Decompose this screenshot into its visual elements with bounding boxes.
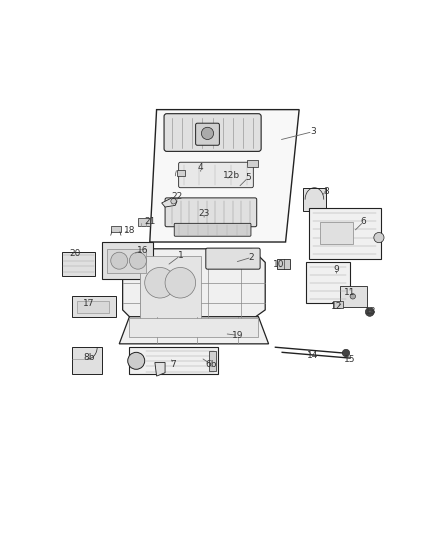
Text: 6b: 6b bbox=[205, 360, 217, 369]
Text: 6: 6 bbox=[361, 217, 367, 226]
Text: 7: 7 bbox=[171, 360, 177, 369]
Text: 23: 23 bbox=[198, 208, 210, 217]
Text: 2: 2 bbox=[249, 253, 254, 262]
Text: 1: 1 bbox=[177, 251, 183, 260]
Circle shape bbox=[374, 232, 384, 243]
Polygon shape bbox=[61, 252, 95, 276]
Circle shape bbox=[342, 349, 350, 357]
Circle shape bbox=[111, 252, 128, 269]
Polygon shape bbox=[162, 198, 177, 207]
Text: 11: 11 bbox=[344, 288, 356, 297]
Text: 10: 10 bbox=[273, 260, 285, 269]
Bar bbox=[177, 169, 185, 176]
Circle shape bbox=[171, 199, 176, 204]
Text: 17: 17 bbox=[83, 298, 95, 308]
Bar bbox=[247, 160, 258, 167]
Bar bbox=[111, 225, 121, 232]
FancyBboxPatch shape bbox=[179, 162, 253, 188]
Circle shape bbox=[350, 294, 356, 299]
FancyBboxPatch shape bbox=[164, 114, 261, 151]
Bar bbox=[333, 302, 343, 308]
Polygon shape bbox=[303, 188, 326, 212]
FancyBboxPatch shape bbox=[174, 223, 251, 236]
Text: 14: 14 bbox=[307, 351, 318, 360]
Text: 4: 4 bbox=[198, 163, 204, 172]
Circle shape bbox=[201, 127, 214, 140]
Circle shape bbox=[128, 352, 145, 369]
Text: 13: 13 bbox=[365, 307, 376, 316]
Bar bbox=[130, 318, 258, 337]
Bar bbox=[107, 249, 146, 272]
Polygon shape bbox=[150, 110, 299, 242]
Text: 22: 22 bbox=[171, 192, 183, 201]
Text: 16: 16 bbox=[137, 246, 149, 255]
Bar bbox=[138, 218, 150, 225]
Text: 12: 12 bbox=[331, 302, 342, 311]
Text: 20: 20 bbox=[70, 249, 81, 259]
Text: 21: 21 bbox=[144, 217, 155, 226]
Text: 5: 5 bbox=[245, 173, 251, 182]
Polygon shape bbox=[340, 286, 367, 306]
Polygon shape bbox=[72, 296, 116, 317]
Circle shape bbox=[129, 252, 146, 269]
FancyBboxPatch shape bbox=[196, 123, 219, 146]
Text: 18: 18 bbox=[124, 225, 135, 235]
Circle shape bbox=[145, 268, 175, 298]
Text: 8: 8 bbox=[323, 187, 329, 196]
Circle shape bbox=[365, 308, 374, 317]
Text: 3: 3 bbox=[310, 127, 316, 136]
Polygon shape bbox=[102, 242, 153, 279]
Polygon shape bbox=[306, 262, 350, 303]
Text: 19: 19 bbox=[232, 331, 244, 340]
Text: 9: 9 bbox=[334, 265, 339, 273]
Polygon shape bbox=[309, 208, 381, 259]
Circle shape bbox=[165, 268, 196, 298]
Bar bbox=[77, 301, 109, 313]
Polygon shape bbox=[130, 347, 218, 374]
Polygon shape bbox=[72, 347, 102, 374]
Text: 15: 15 bbox=[344, 354, 356, 364]
Bar bbox=[277, 259, 290, 269]
Polygon shape bbox=[140, 256, 201, 320]
Polygon shape bbox=[119, 317, 268, 344]
Text: 12b: 12b bbox=[223, 171, 240, 180]
Bar bbox=[209, 351, 216, 371]
FancyBboxPatch shape bbox=[165, 198, 257, 227]
Bar bbox=[320, 222, 353, 244]
Text: 8b: 8b bbox=[83, 353, 95, 362]
Polygon shape bbox=[155, 362, 165, 376]
Polygon shape bbox=[123, 249, 265, 327]
FancyBboxPatch shape bbox=[206, 248, 260, 269]
